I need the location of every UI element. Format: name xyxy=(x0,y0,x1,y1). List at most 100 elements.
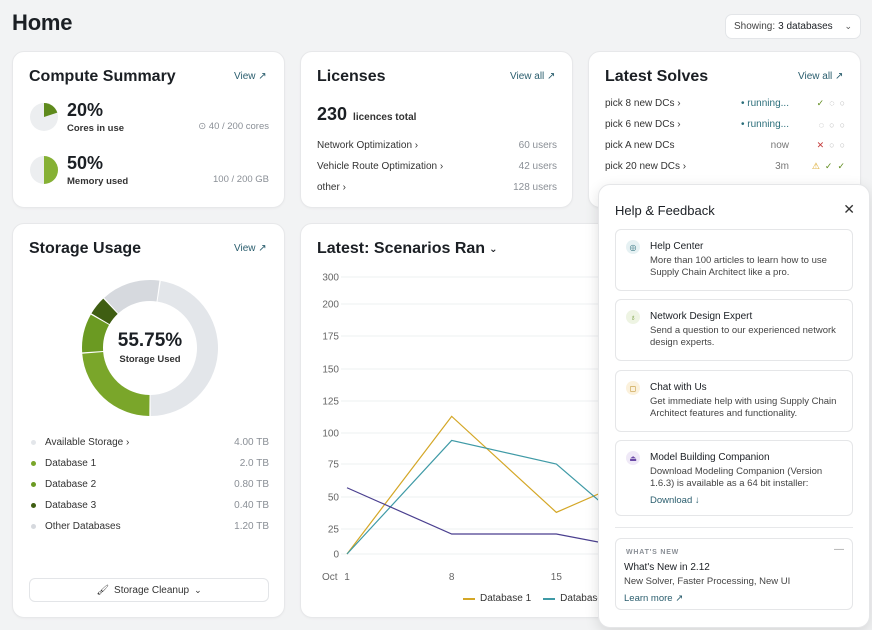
help-feedback-panel: Help & Feedback ✕ ◎ Help Center More tha… xyxy=(598,184,870,628)
legend-row: Database 1 2.0 TB xyxy=(31,458,269,469)
memory-pie xyxy=(30,156,58,184)
help-item-desc: Download Modeling Companion (Version 1.6… xyxy=(650,466,823,489)
solve-row[interactable]: pick 20 new DCs › 3m ⚠ ✓ ✓ xyxy=(605,161,845,172)
license-row[interactable]: Vehicle Route Optimization › 42 users xyxy=(317,161,557,172)
download-icon: ⏏ xyxy=(626,451,640,465)
storage-center-label: Storage Used xyxy=(119,354,181,365)
solve-name: pick 6 new DCs › xyxy=(605,119,681,130)
cores-label: Cores in use xyxy=(67,123,125,134)
licenses-total: 230 licences total xyxy=(317,104,416,125)
card-title: Storage Usage xyxy=(29,240,142,257)
whats-new-tag: WHAT'S NEW xyxy=(626,549,680,556)
pending-icon: ○ xyxy=(829,119,835,130)
help-item-desc: More than 100 articles to learn how to u… xyxy=(650,255,827,278)
legend-name: Database 3 xyxy=(45,500,97,511)
donut-segment xyxy=(91,298,118,325)
learn-more-link[interactable]: Learn more ↗ xyxy=(624,593,684,604)
legend-value: 1.20 TB xyxy=(234,521,269,532)
licenses-total-label: licences total xyxy=(353,112,417,123)
solve-steps: ✕ ○ ○ xyxy=(795,140,845,151)
legend-row: Database 2 0.80 TB xyxy=(31,479,269,490)
card-title: Latest Solves xyxy=(605,68,709,85)
license-name: Vehicle Route Optimization › xyxy=(317,161,444,172)
memory-detail: 100 / 200 GB xyxy=(213,174,269,185)
storage-center: 55.75% Storage Used xyxy=(80,330,220,365)
chart-legend: Database 1 Database 2 xyxy=(463,593,611,604)
help-panel-title: Help & Feedback xyxy=(615,203,715,218)
legend-row[interactable]: Available Storage › 4.00 TB xyxy=(31,437,269,448)
whats-new-card: WHAT'S NEW — What's New in 2.12 New Solv… xyxy=(615,538,853,610)
help-item-title: Model Building Companion xyxy=(650,452,770,463)
legend-name: Database 2 xyxy=(45,479,97,490)
license-row[interactable]: other › 128 users xyxy=(317,182,557,193)
pending-icon: ○ xyxy=(829,140,835,150)
chart-title[interactable]: Latest: Scenarios Ran ⌄ xyxy=(317,240,497,258)
y-tick-label: 300 xyxy=(322,273,339,284)
view-link[interactable]: View ↗ xyxy=(234,243,267,254)
license-users: 128 users xyxy=(513,182,557,193)
legend-label: Database 2 xyxy=(560,593,612,604)
legend-name: Available Storage › xyxy=(45,437,130,448)
pending-icon: ○ xyxy=(839,119,845,130)
help-center-card[interactable]: ◎ Help Center More than 100 articles to … xyxy=(615,229,853,291)
showing-value: 3 databases xyxy=(778,21,833,32)
x-tick-label: 15 xyxy=(551,572,563,583)
y-tick-label: 25 xyxy=(328,525,340,536)
help-item-title: Chat with Us xyxy=(650,382,707,393)
help-center-icon: ◎ xyxy=(626,240,640,254)
legend-dot xyxy=(31,461,36,466)
x-tick-label: 8 xyxy=(449,572,455,583)
license-users: 42 users xyxy=(518,161,557,172)
pending-icon: ○ xyxy=(839,98,845,108)
solve-name: pick A new DCs xyxy=(605,140,675,151)
storage-cleanup-button[interactable]: 🖌 Storage Cleanup ⌄ xyxy=(29,578,269,602)
card-title: Compute Summary xyxy=(29,68,176,85)
cores-stat: 20% Cores in use ⊙ 40 / 200 cores xyxy=(29,100,269,134)
broom-icon: 🖌 xyxy=(96,584,110,596)
storage-pct: 55.75% xyxy=(117,330,183,351)
legend-value: 4.00 TB xyxy=(234,437,269,448)
database-selector[interactable]: Showing: 3 databases ⌄ xyxy=(725,14,861,39)
model-building-companion-card[interactable]: ⏏ Model Building Companion Download Mode… xyxy=(615,440,853,516)
whats-new-title: What's New in 2.12 xyxy=(624,562,710,573)
y-tick-label: 50 xyxy=(328,493,340,504)
network-design-expert-card[interactable]: ♁ Network Design Expert Send a question … xyxy=(615,299,853,361)
chevron-down-icon: ⌄ xyxy=(844,21,852,31)
page-title: Home xyxy=(12,10,73,35)
solve-status: 3m xyxy=(775,161,789,172)
download-link[interactable]: Download ↓ xyxy=(650,495,700,506)
license-row[interactable]: Network Optimization › 60 users xyxy=(317,140,557,151)
legend-value: 0.80 TB xyxy=(234,479,269,490)
collapse-icon[interactable]: — xyxy=(834,544,844,555)
y-tick-label: 175 xyxy=(322,332,339,343)
storage-donut xyxy=(82,280,218,416)
help-item-title: Help Center xyxy=(650,241,704,252)
view-link[interactable]: View ↗ xyxy=(234,71,267,82)
y-tick-label: 150 xyxy=(322,365,339,376)
chat-with-us-card[interactable]: ◻ Chat with Us Get immediate help with u… xyxy=(615,370,853,432)
view-all-link[interactable]: View all ↗ xyxy=(510,71,556,82)
solve-row[interactable]: pick 6 new DCs › • running... ◌ ○ ○ xyxy=(605,119,845,130)
licenses-card: Licenses View all ↗ 230 licences total N… xyxy=(300,51,573,208)
legend-name: Other Databases xyxy=(45,521,121,532)
solve-row[interactable]: pick 8 new DCs › • running... ✓ ◌ ○ xyxy=(605,98,845,109)
latest-solves-card: Latest Solves View all ↗ pick 8 new DCs … xyxy=(588,51,861,208)
check-icon: ✓ xyxy=(824,161,833,171)
memory-label: Memory used xyxy=(67,176,129,187)
whats-new-desc: New Solver, Faster Processing, New UI xyxy=(624,576,791,587)
legend-dot xyxy=(31,503,36,508)
chart-title-text: Latest: Scenarios Ran xyxy=(317,240,486,257)
donut-segment xyxy=(104,280,160,314)
card-title: Licenses xyxy=(317,68,386,85)
storage-usage-card: Storage Usage View ↗ 55.75% Storage Used… xyxy=(12,223,285,618)
help-item-title: Network Design Expert xyxy=(650,311,753,322)
solve-row[interactable]: pick A new DCs now ✕ ○ ○ xyxy=(605,140,845,151)
license-users: 60 users xyxy=(518,140,557,151)
scenarios-chart-card: Latest: Scenarios Ran ⌄ 0 25 50 75 100 125 150… xyxy=(300,223,620,618)
view-all-link[interactable]: View all ↗ xyxy=(798,71,844,82)
close-icon[interactable]: ✕ xyxy=(843,201,855,217)
solve-steps: ✓ ◌ ○ xyxy=(795,98,845,109)
x-axis-label: Oct xyxy=(322,572,338,583)
legend-name: Database 1 xyxy=(45,458,97,469)
license-name: Network Optimization › xyxy=(317,140,419,151)
